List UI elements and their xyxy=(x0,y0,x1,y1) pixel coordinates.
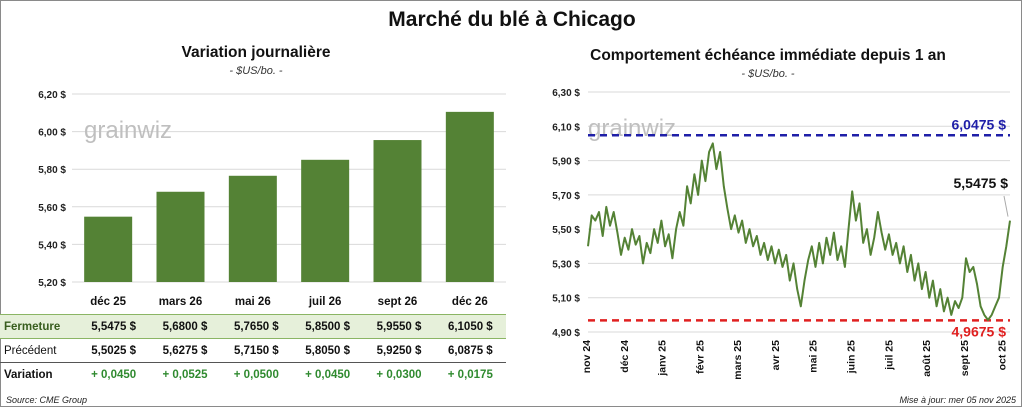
row-label-close: Fermeture xyxy=(0,314,78,339)
y-tick-label: 6,20 $ xyxy=(38,90,66,101)
y-tick-label: 5,20 $ xyxy=(38,278,66,289)
x-tick-label: août 25 xyxy=(921,340,933,377)
x-tick-label: déc 24 xyxy=(619,340,631,373)
row-label-previous: Précédent xyxy=(4,344,57,357)
line-chart: 4,90 $ 5,10 $ 5,30 $ 5,50 $ 5,70 $ 5,90 $ 6,10… xyxy=(552,88,1011,380)
x-tick-label: mars 26 xyxy=(159,296,202,308)
change-cell: + 0,0450 xyxy=(305,368,351,381)
row-label-change: Variation xyxy=(4,368,53,381)
previous-cell: 5,6275 $ xyxy=(162,344,208,357)
right-chart-title: Comportement échéance immédiate depuis 1… xyxy=(590,47,946,64)
change-cell: + 0,0300 xyxy=(376,368,422,381)
y-tick-label: 5,80 $ xyxy=(38,165,66,176)
x-tick-label: sept 26 xyxy=(378,296,418,308)
bar xyxy=(156,191,205,282)
x-tick-label: avr 25 xyxy=(770,340,782,371)
x-tick-label: mars 25 xyxy=(732,340,744,380)
y-tick-label: 6,30 $ xyxy=(552,88,580,99)
close-cell: 5,5475 $ xyxy=(78,314,150,339)
y-tick-label: 6,00 $ xyxy=(38,128,66,139)
bar xyxy=(84,216,133,282)
close-cell: 5,6800 $ xyxy=(149,314,221,339)
x-tick-label: sept 25 xyxy=(959,340,971,376)
y-tick-label: 5,10 $ xyxy=(552,294,580,305)
bar-chart: 5,20 $ 5,40 $ 5,60 $ 5,80 $ 6,00 $ 6,20 $ grai… xyxy=(38,90,506,308)
x-tick-label: mai 26 xyxy=(235,296,271,308)
change-cell: + 0,0525 xyxy=(162,368,208,381)
grainwiz-logo: grainwiz xyxy=(588,115,676,142)
change-cell: + 0,0175 xyxy=(447,368,493,381)
update-note: Mise à jour: mer 05 nov 2025 xyxy=(899,395,1016,405)
right-chart-units: - $US/bo. - xyxy=(741,68,795,80)
close-cell: 5,9550 $ xyxy=(363,314,435,339)
x-tick-label: juin 25 xyxy=(846,340,858,374)
close-cell: 5,7650 $ xyxy=(220,314,292,339)
x-tick-label: juil 26 xyxy=(308,296,342,308)
y-tick-label: 5,50 $ xyxy=(552,225,580,236)
x-tick-label: oct 25 xyxy=(997,340,1009,371)
previous-cell: 6,0875 $ xyxy=(447,344,493,357)
y-tick-label: 5,40 $ xyxy=(38,240,66,251)
y-tick-label: 5,90 $ xyxy=(552,157,580,168)
last-value-label: 5,5475 $ xyxy=(954,175,1009,191)
bar xyxy=(301,159,350,282)
table-row-change: Variation + 0,0450 + 0,0525 + 0,0500 + 0… xyxy=(0,362,506,387)
y-tick-label: 4,90 $ xyxy=(552,328,580,339)
previous-cell: 5,5025 $ xyxy=(91,344,137,357)
close-cell: 6,1050 $ xyxy=(434,314,506,339)
page-title: Marché du blé à Chicago xyxy=(388,8,636,31)
previous-cell: 5,8050 $ xyxy=(305,344,351,357)
y-tick-label: 5,60 $ xyxy=(38,203,66,214)
y-tick-label: 5,30 $ xyxy=(552,259,580,270)
price-line xyxy=(587,142,1011,321)
bar xyxy=(445,111,494,282)
x-tick-label: déc 26 xyxy=(452,296,488,308)
price-table: Fermeture 5,5475 $ 5,6800 $ 5,7650 $ 5,8… xyxy=(0,314,506,386)
previous-cell: 5,9250 $ xyxy=(376,344,422,357)
left-chart-title: Variation journalière xyxy=(181,44,331,61)
source-note: Source: CME Group xyxy=(6,395,88,405)
previous-cell: 5,7150 $ xyxy=(233,344,279,357)
x-tick-label: juil 25 xyxy=(883,340,895,371)
change-cell: + 0,0450 xyxy=(91,368,137,381)
change-cell: + 0,0500 xyxy=(233,368,279,381)
close-cell: 5,8500 $ xyxy=(291,314,364,339)
last-value-leader xyxy=(1003,195,1009,217)
x-tick-label: févr 25 xyxy=(694,340,706,374)
bar xyxy=(228,175,277,282)
x-tick-label: déc 25 xyxy=(90,296,126,308)
x-tick-label: mai 25 xyxy=(808,340,820,373)
high-reference-label: 6,0475 $ xyxy=(952,116,1007,132)
bar xyxy=(373,140,422,282)
table-row-close: Fermeture 5,5475 $ 5,6800 $ 5,7650 $ 5,8… xyxy=(0,314,506,339)
y-tick-label: 5,70 $ xyxy=(552,191,580,202)
x-tick-label: nov 24 xyxy=(581,340,593,373)
grainwiz-logo: grainwiz xyxy=(84,117,172,144)
left-chart-units: - $US/bo. - xyxy=(229,65,283,77)
y-tick-label: 6,10 $ xyxy=(552,122,580,133)
x-tick-label: janv 25 xyxy=(657,340,669,377)
table-row-previous: Précédent 5,5025 $ 5,6275 $ 5,7150 $ 5,8… xyxy=(0,339,506,363)
low-reference-label: 4,9675 $ xyxy=(952,323,1007,339)
